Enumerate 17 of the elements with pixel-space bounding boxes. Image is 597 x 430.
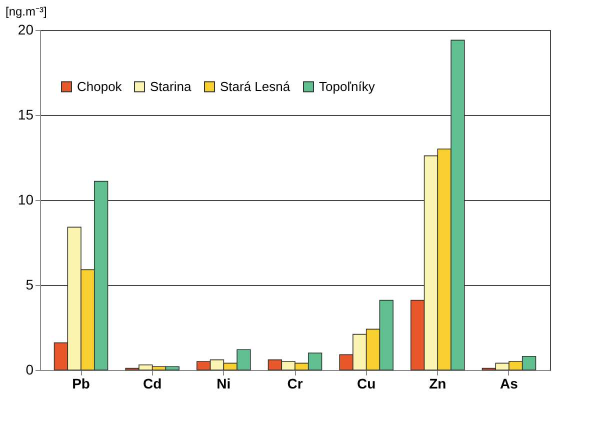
x-tick-label: Ni: [216, 376, 231, 392]
x-tick-label: As: [500, 376, 518, 392]
x-tick-label: Cr: [287, 376, 304, 392]
legend-label: Chopok: [77, 78, 122, 94]
legend-label: Stará Lesná: [220, 78, 291, 94]
y-tick-label: 15: [18, 106, 34, 122]
x-tick-label: Cd: [143, 376, 162, 392]
legend-label: Topoľníky: [319, 78, 376, 94]
y-tick-label: 5: [26, 276, 34, 292]
x-tick-label: Pb: [72, 376, 90, 392]
y-tick-label: 10: [18, 192, 34, 208]
x-tick-label: Zn: [429, 376, 446, 392]
x-tick-label: Cu: [356, 376, 376, 392]
legend-label: Starina: [150, 78, 192, 94]
y-axis-title: [ng.m⁻³]: [6, 4, 47, 18]
y-tick-label: 20: [18, 22, 34, 38]
y-tick-label: 0: [26, 362, 34, 378]
